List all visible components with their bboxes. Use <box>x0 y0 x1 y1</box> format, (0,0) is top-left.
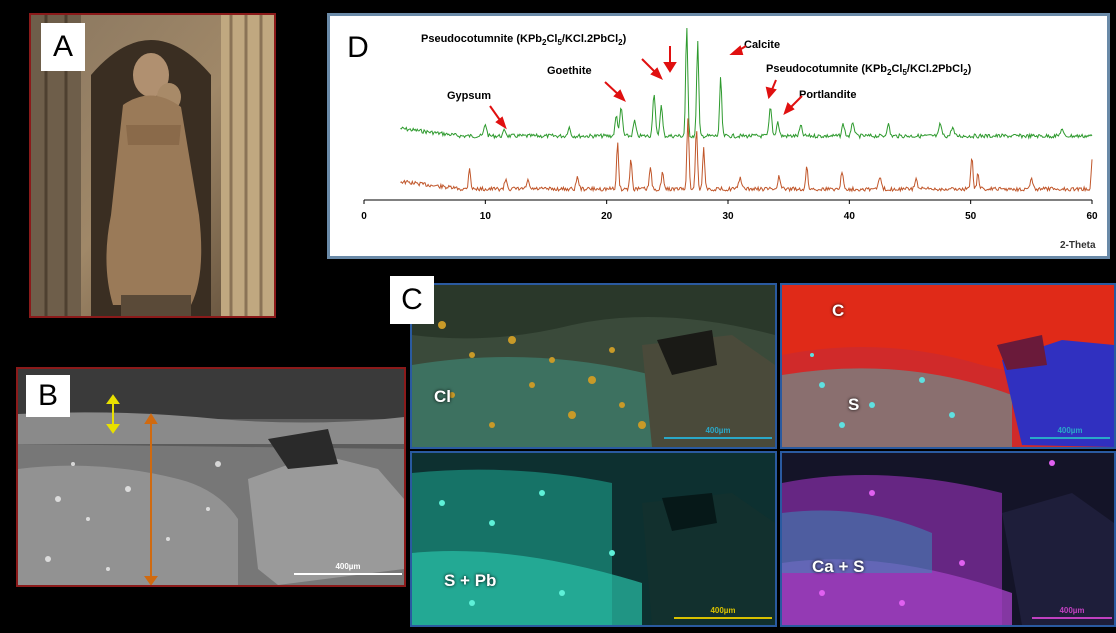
panel-c-letter: C <box>390 276 434 324</box>
x-tick-label: 0 <box>361 211 367 222</box>
sem-image <box>18 369 404 585</box>
x-tick-label: 10 <box>480 211 492 222</box>
annotation-arrows <box>489 45 803 130</box>
xrd-trace-sample-lower <box>400 118 1093 193</box>
panel-b-sem-image: B 400µm <box>16 367 406 587</box>
map-c-s-scale-bar: 400µm <box>1030 426 1110 439</box>
eds-map-cl: Cl 400µm <box>410 283 777 449</box>
xrd-trace-sample-upper <box>400 27 1093 140</box>
scale-label: 400µm <box>335 562 361 571</box>
thickness-arrow-yellow <box>106 394 120 434</box>
map-label-cl: Cl <box>434 387 451 406</box>
eds-map-s-pb: S + Pb 400µm <box>410 451 777 627</box>
panel-a-letter: A <box>41 23 85 71</box>
annotation-goethite: Goethite <box>547 65 592 77</box>
x-tick-label: 40 <box>844 211 856 222</box>
scale-label: 400µm <box>710 606 736 615</box>
annotation-pseudocotumnite-left: Pseudocotumnite (KPb2Cl5/KCl.2PbCl2) <box>421 33 627 47</box>
map-label-ca-s: Ca + S <box>812 557 865 576</box>
panel-d-letter: D <box>336 24 380 72</box>
annotation-portlandite: Portlandite <box>799 89 856 101</box>
xrd-chart: 0 10 20 30 40 50 60 2-Theta Gypsum Goethite Ps… <box>361 27 1098 251</box>
map-label-s: S <box>848 395 860 414</box>
x-axis-ticks: 0 10 20 30 40 50 60 <box>361 200 1098 222</box>
x-tick-label: 50 <box>965 211 977 222</box>
map-label-c: C <box>832 301 845 320</box>
panel-a-statue-photo: A <box>29 13 276 318</box>
panel-b-letter: B <box>26 375 70 417</box>
map-ca-s-scale-bar: 400µm <box>1032 606 1112 619</box>
map-cl-scale-bar: 400µm <box>664 426 772 439</box>
x-tick-label: 30 <box>722 211 734 222</box>
scale-label: 400µm <box>1057 426 1083 435</box>
thickness-arrow-orange <box>144 413 158 585</box>
annotation-gypsum: Gypsum <box>447 90 491 102</box>
map-s-pb-scale-bar: 400µm <box>674 606 772 619</box>
panel-b-scale-bar: 400µm <box>294 562 402 575</box>
annotation-pseudocotumnite-right: Pseudocotumnite (KPb2Cl5/KCl.2PbCl2) <box>766 63 972 77</box>
scale-label: 400µm <box>1059 606 1085 615</box>
annotation-calcite: Calcite <box>744 39 780 51</box>
x-tick-label: 60 <box>1086 211 1098 222</box>
x-tick-label: 20 <box>601 211 613 222</box>
panel-d-xrd-pattern: 0 10 20 30 40 50 60 2-Theta Gypsum Goethite Ps… <box>327 13 1110 259</box>
scale-label: 400µm <box>705 426 731 435</box>
eds-map-ca-s: Ca + S 400µm <box>780 451 1116 627</box>
map-label-s-pb: S + Pb <box>444 571 497 590</box>
eds-map-c-s: C S 400µm <box>780 283 1116 449</box>
x-axis-label: 2-Theta <box>1060 240 1096 251</box>
